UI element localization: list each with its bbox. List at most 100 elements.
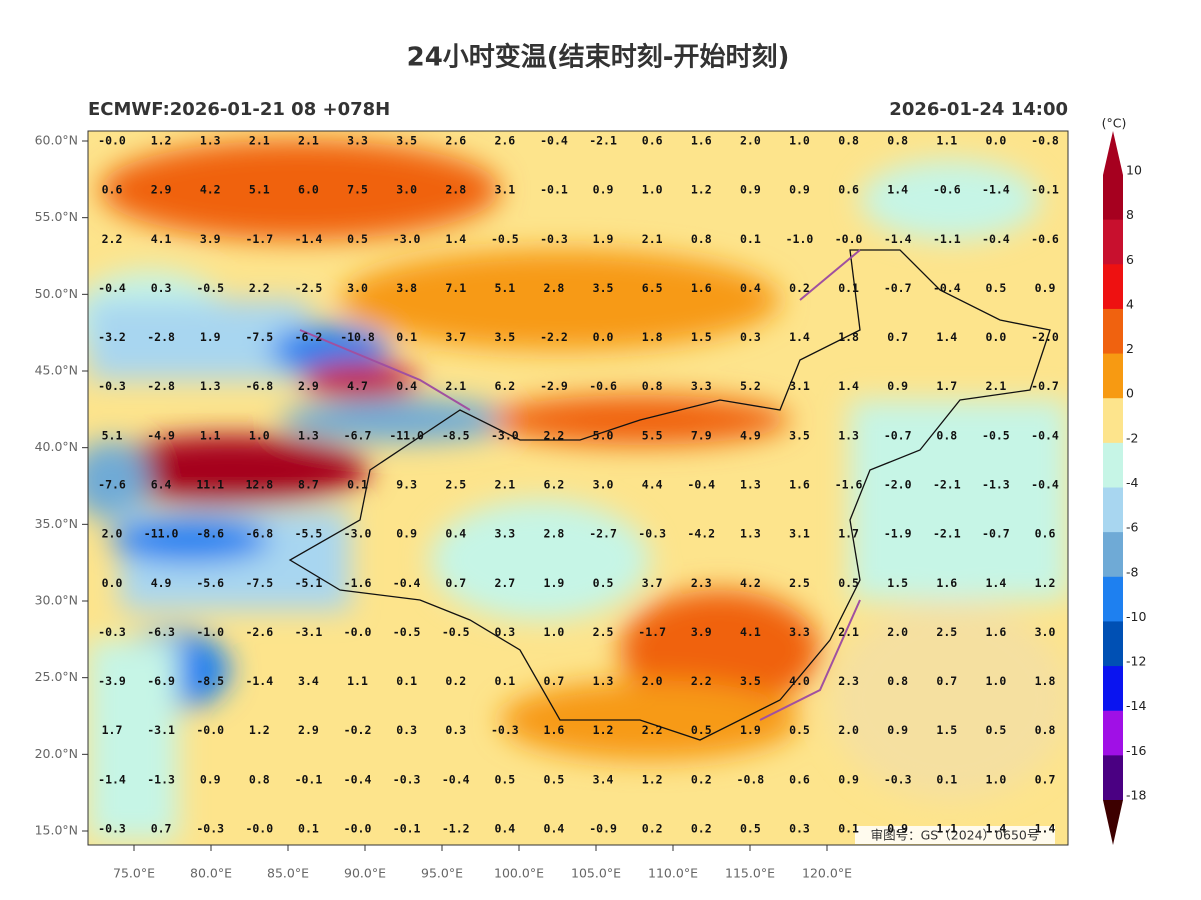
grid-value: -0.4: [687, 478, 715, 492]
grid-value: 2.2: [249, 281, 270, 295]
grid-value: 3.0: [593, 478, 614, 492]
grid-value: 3.4: [593, 772, 614, 786]
grid-value: 2.9: [298, 723, 319, 737]
grid-value: -2.1: [589, 134, 617, 148]
grid-value: -0.4: [933, 281, 961, 295]
grid-value: 3.9: [691, 625, 712, 639]
grid-value: 2.6: [445, 134, 466, 148]
grid-value: -0.4: [540, 134, 568, 148]
grid-value: -1.0: [786, 232, 814, 246]
grid-value: 3.8: [396, 281, 417, 295]
grid-value: -1.6: [344, 576, 372, 590]
grid-value: 1.2: [691, 183, 712, 197]
grid-value: 0.9: [1035, 281, 1056, 295]
grid-value: -0.3: [98, 822, 126, 836]
colorbar-bottom: [1103, 800, 1123, 845]
grid-value: -0.9: [589, 822, 617, 836]
grid-value: 2.8: [544, 527, 565, 541]
grid-value: 0.2: [642, 822, 663, 836]
lon-label: 85.0°E: [267, 866, 309, 881]
grid-value: -8.5: [442, 428, 470, 442]
grid-value: 0.5: [691, 723, 712, 737]
lon-label: 105.0°E: [571, 866, 621, 881]
grid-value: -0.5: [982, 428, 1010, 442]
grid-value: 1.3: [838, 428, 859, 442]
grid-value: -0.3: [196, 822, 224, 836]
grid-value: -0.8: [1031, 134, 1059, 148]
grid-value: 1.4: [789, 330, 810, 344]
grid-value: 3.3: [789, 625, 810, 639]
grid-value: -2.5: [295, 281, 323, 295]
grid-value: -3.1: [147, 723, 175, 737]
colorbar-segment: [1103, 353, 1123, 399]
colorbar-segment: [1103, 666, 1123, 712]
grid-value: -0.4: [1031, 428, 1059, 442]
lon-label: 90.0°E: [344, 866, 386, 881]
lat-label: 55.0°N: [35, 209, 78, 224]
lat-label: 60.0°N: [35, 133, 78, 148]
colorbar-segment: [1103, 219, 1123, 265]
grid-value: 7.9: [691, 428, 712, 442]
grid-value: 4.1: [740, 625, 761, 639]
grid-value: -3.1: [295, 625, 323, 639]
grid-value: -0.5: [491, 232, 519, 246]
grid-value: 2.3: [838, 674, 859, 688]
grid-value: -7.5: [245, 330, 273, 344]
grid-value: 5.2: [740, 379, 761, 393]
grid-value: 1.6: [544, 723, 565, 737]
grid-value: 0.9: [838, 772, 859, 786]
grid-value: 3.1: [789, 379, 810, 393]
grid-value: 1.1: [936, 822, 957, 836]
lat-label: 20.0°N: [35, 746, 78, 761]
colorbar-label: -6: [1126, 520, 1139, 535]
grid-value: 2.5: [789, 576, 810, 590]
grid-value: 0.9: [887, 822, 908, 836]
grid-value: 0.7: [936, 674, 957, 688]
grid-value: 1.7: [936, 379, 957, 393]
grid-value: 6.2: [494, 379, 515, 393]
map-approval: 审图号：GS（2024）0650号: [871, 828, 1040, 843]
grid-value: 5.1: [102, 428, 123, 442]
grid-value: -2.7: [589, 527, 617, 541]
grid-value: 0.0: [986, 134, 1007, 148]
grid-value: 4.1: [151, 232, 172, 246]
colorbar-label: 8: [1126, 207, 1134, 222]
grid-value: 2.2: [102, 232, 123, 246]
grid-value: -2.6: [245, 625, 273, 639]
grid-value: -0.1: [393, 822, 421, 836]
grid-value: 1.1: [347, 674, 368, 688]
plot-frame: [87, 130, 1069, 846]
grid-value: -0.0: [344, 625, 372, 639]
colorbar-segment: [1103, 487, 1123, 533]
grid-value: 2.0: [740, 134, 761, 148]
grid-value: -0.7: [982, 527, 1010, 541]
grid-value: 1.4: [1035, 822, 1056, 836]
grid-value: 1.9: [200, 330, 221, 344]
grid-value: -1.4: [245, 674, 273, 688]
lon-label: 115.0°E: [725, 866, 775, 881]
grid-value: 1.3: [593, 674, 614, 688]
colorbar-unit: (°C): [1102, 116, 1127, 131]
watermark-bg: [855, 826, 1055, 844]
grid-value: -1.7: [638, 625, 666, 639]
grid-value: -2.0: [884, 478, 912, 492]
grid-value: 1.3: [200, 379, 221, 393]
grid-value: 1.2: [642, 772, 663, 786]
grid-value: 0.8: [936, 428, 957, 442]
grid-value: 1.4: [445, 232, 466, 246]
grid-value: 5.0: [593, 428, 614, 442]
model-run: ECMWF:2026-01-21 08 +078H: [88, 99, 390, 120]
grid-value: 0.1: [838, 281, 859, 295]
grid-value: -3.0: [491, 428, 519, 442]
grid-value: -1.9: [884, 527, 912, 541]
grid-value: 6.5: [642, 281, 663, 295]
grid-value: 0.7: [1035, 772, 1056, 786]
grid-value: -1.6: [835, 478, 863, 492]
grid-value: 5.1: [249, 183, 270, 197]
grid-value: -2.2: [540, 330, 568, 344]
colorbar-segment: [1103, 308, 1123, 355]
grid-value: 0.9: [887, 379, 908, 393]
grid-value: 0.4: [544, 822, 565, 836]
grid-value: -8.5: [196, 674, 224, 688]
grid-value: -1.4: [884, 232, 912, 246]
